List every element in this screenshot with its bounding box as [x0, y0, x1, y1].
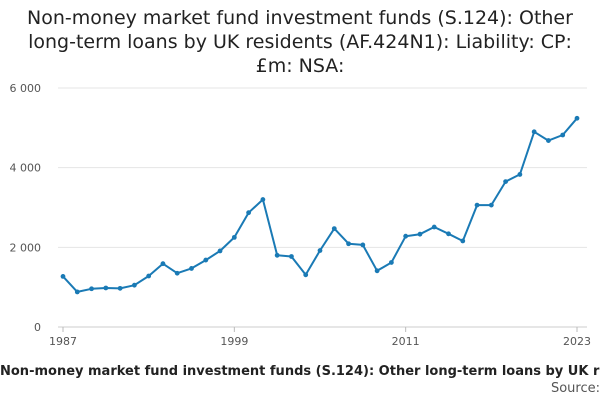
data-point[interactable] — [474, 202, 480, 208]
data-point[interactable] — [403, 233, 409, 239]
footer-series-label: Non-money market fund investment funds (… — [0, 364, 600, 379]
data-point[interactable] — [503, 179, 509, 185]
data-point[interactable] — [531, 129, 537, 135]
data-point[interactable] — [231, 234, 237, 240]
y-tick-label: 0 — [34, 321, 41, 334]
data-point[interactable] — [374, 268, 380, 274]
data-point[interactable] — [317, 248, 323, 253]
x-tick-label: 1987 — [49, 335, 77, 348]
data-point[interactable] — [360, 242, 366, 248]
data-point[interactable] — [289, 254, 294, 259]
footer-source-label: Source: — [550, 381, 600, 396]
data-point[interactable] — [546, 138, 551, 143]
data-point[interactable] — [488, 202, 494, 208]
chart-title: Non-money market fund investment funds (… — [27, 7, 573, 77]
data-point[interactable] — [417, 231, 423, 237]
series-line — [62, 117, 578, 293]
data-point[interactable] — [260, 197, 266, 202]
data-point[interactable] — [331, 226, 337, 232]
x-tick-label: 2023 — [563, 335, 591, 348]
data-point[interactable] — [174, 270, 180, 276]
data-point[interactable] — [346, 241, 351, 247]
data-point[interactable] — [60, 274, 66, 279]
x-tick-labels: 1987 1999 2011 2023 — [49, 327, 591, 348]
data-point[interactable] — [131, 282, 137, 288]
data-point[interactable] — [517, 172, 523, 177]
x-tick-label: 2011 — [392, 335, 420, 348]
y-tick-label: 4 000 — [10, 162, 42, 175]
x-tick-label: 1999 — [220, 335, 248, 348]
data-point[interactable] — [303, 272, 309, 278]
data-point[interactable] — [117, 285, 123, 291]
data-point[interactable] — [146, 273, 152, 279]
data-point[interactable] — [189, 266, 194, 271]
data-point[interactable] — [103, 285, 109, 291]
data-point[interactable] — [246, 210, 252, 216]
data-point[interactable] — [446, 231, 451, 237]
data-point[interactable] — [388, 260, 394, 265]
data-point[interactable] — [574, 115, 580, 121]
y-tick-label: 6 000 — [10, 82, 42, 95]
data-point[interactable] — [560, 132, 566, 138]
y-tick-label: 2 000 — [10, 241, 42, 254]
data-point[interactable] — [89, 286, 94, 292]
data-series — [60, 115, 580, 295]
data-point[interactable] — [460, 238, 466, 244]
data-point[interactable] — [274, 252, 280, 258]
y-tick-labels: 0 2 000 4 000 6 000 — [10, 82, 42, 334]
data-point[interactable] — [203, 257, 209, 263]
data-point[interactable] — [160, 261, 166, 267]
data-point[interactable] — [217, 248, 223, 254]
data-point[interactable] — [431, 224, 437, 230]
data-point[interactable] — [74, 289, 80, 295]
grid-lines — [58, 87, 587, 248]
